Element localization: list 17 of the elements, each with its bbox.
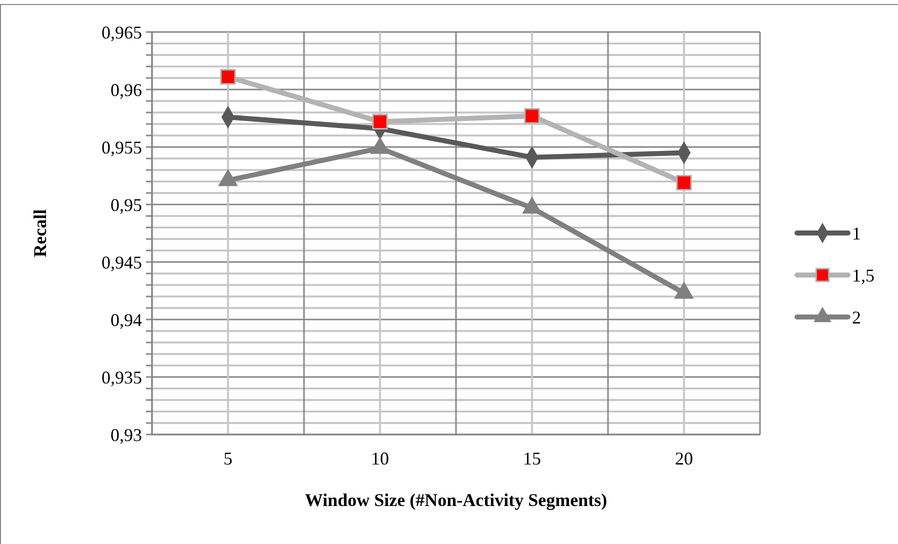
x-tick-label: 10 <box>371 448 389 468</box>
y-tick-label: 0,96 <box>110 80 142 100</box>
y-tick-label: 0,94 <box>110 310 142 330</box>
legend-label: 2 <box>852 307 861 328</box>
y-tick-label: 0,95 <box>110 194 142 215</box>
y-tick-label: 0,965 <box>102 22 142 42</box>
legend-label: 1,5 <box>852 265 874 286</box>
x-tick-label: 5 <box>224 448 232 468</box>
y-tick-label: 0,935 <box>102 367 142 388</box>
x-tick-label: 15 <box>523 448 541 468</box>
y-tick-label: 0,945 <box>102 252 142 272</box>
y-tick-label: 0,93 <box>110 424 142 445</box>
x-axis-title: Window Size (#Non-Activity Segments) <box>304 490 608 510</box>
y-tick-label: 0,955 <box>102 137 142 158</box>
y-axis-title: Recall <box>30 209 50 258</box>
x-tick-label: 20 <box>675 448 693 468</box>
legend-label: 1 <box>852 223 861 244</box>
